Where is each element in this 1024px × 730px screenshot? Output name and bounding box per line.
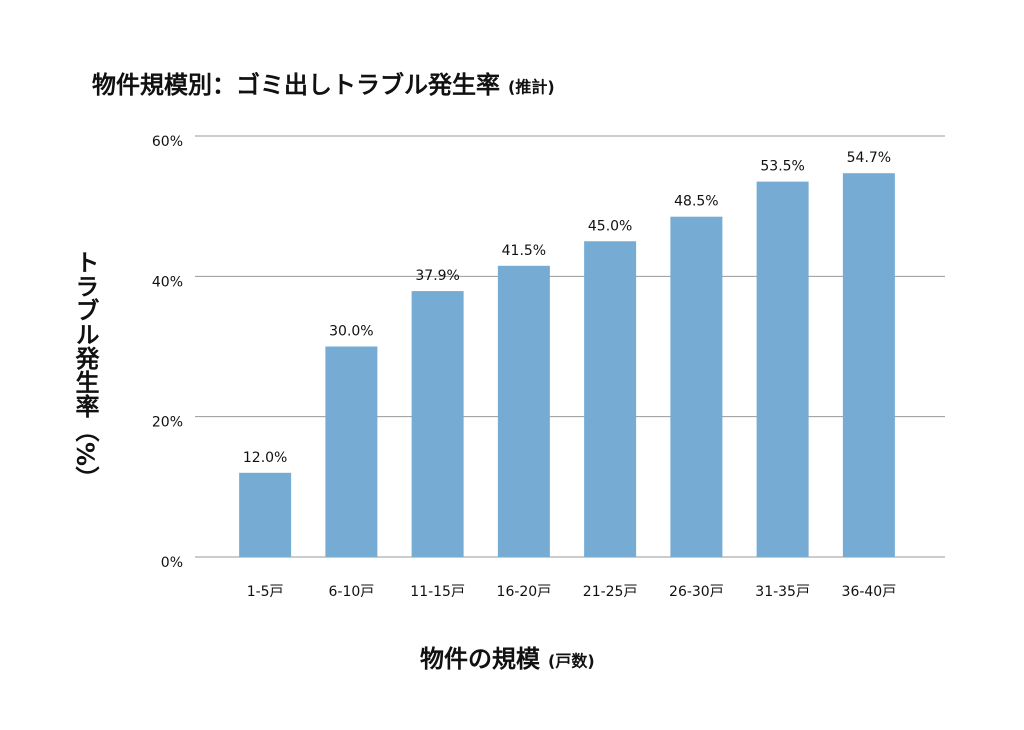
value-label: 45.0% (588, 218, 632, 234)
y-tick-label: 60% (152, 134, 183, 150)
value-label: 53.5% (760, 159, 804, 175)
bar (497, 265, 550, 557)
value-label: 48.5% (674, 194, 718, 210)
bar (411, 291, 464, 557)
x-tick-label: 16-20戸 (497, 584, 552, 600)
x-tick-label: 36-40戸 (842, 584, 897, 600)
value-label: 12.0% (243, 450, 287, 466)
x-tick-label: 1-5戸 (247, 584, 284, 600)
value-label: 41.5% (502, 243, 546, 259)
x-tick-label: 6-10戸 (328, 584, 374, 600)
x-tick-label: 26-30戸 (669, 584, 724, 600)
value-label: 54.7% (847, 150, 891, 166)
x-axis-label: 物件の規模 (420, 645, 541, 673)
bar (584, 241, 637, 557)
y-tick-label: 0% (161, 555, 183, 571)
chart-title: 物件規模別：ゴミ出しトラブル発生率 (92, 71, 500, 99)
value-label: 37.9% (415, 268, 459, 284)
x-tick-label: 31-35戸 (755, 584, 810, 600)
x-axis-label-note: (戸数) (548, 652, 595, 671)
bar (239, 472, 292, 557)
value-label: 30.0% (329, 324, 373, 340)
y-axis-label: トラブル発生率（%） (71, 250, 100, 490)
bar (670, 216, 723, 558)
x-tick-label: 11-15戸 (410, 584, 465, 600)
x-tick-label: 21-25戸 (583, 584, 638, 600)
bar (756, 181, 809, 557)
bar (325, 346, 378, 557)
chart-title-note: (推計) (508, 78, 555, 97)
y-tick-label: 20% (152, 415, 183, 431)
y-tick-label: 40% (152, 274, 183, 290)
bar (842, 173, 895, 557)
